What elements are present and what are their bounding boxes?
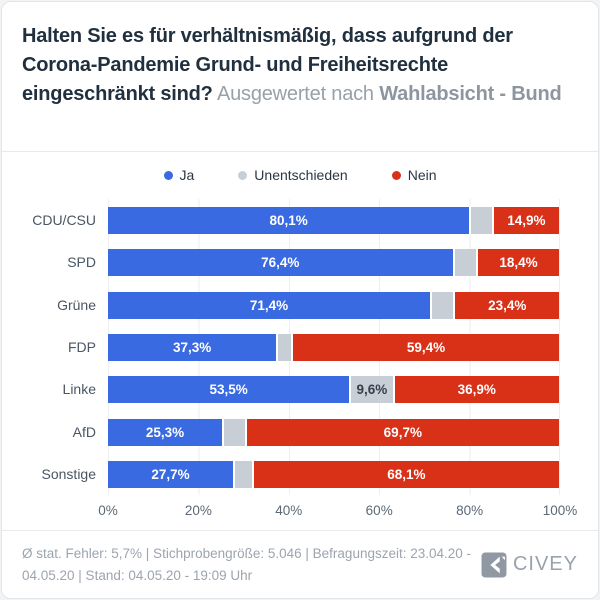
bar-row-afd: 25,3% 69,7% [108,418,559,446]
bar-segment-unentschieden [276,333,292,361]
category-label: FDP [68,338,96,355]
bar-segment-unentschieden: 9,6% [349,376,393,404]
bar-segment-ja: 71,4% [108,291,430,319]
question-title: Halten Sie es für verhältnismäßig, dass … [22,22,574,109]
header: Halten Sie es für verhältnismäßig, dass … [2,2,598,152]
bar-value-label: 69,7% [383,424,422,440]
bar-segment-unentschieden [222,418,245,446]
x-axis-tick: 100% [542,503,578,518]
category-label: Grüne [57,296,96,313]
bar-segment-ja: 27,7% [108,460,233,488]
bar-segment-unentschieden [452,249,476,277]
bar-value-label: 23,4% [488,297,527,313]
plot-area: 80,1% 14,9% 76,4% 18,4% 71,4% 23,4% 37,3% 59,4%… [108,199,560,495]
x-axis-tick: 0% [98,503,118,518]
subtitle-prefix: Ausgewertet nach [212,83,380,105]
bar-value-label: 80,1% [269,213,308,228]
bar-row-cdu-csu: 80,1% 14,9% [108,207,559,234]
category-label: CDU/CSU [32,212,96,228]
bar-row-linke: 53,5% 9,6% 36,9% [108,376,559,404]
legend-label: Ja [179,167,195,183]
x-axis-tick: 60% [365,503,393,518]
legend-label: Nein [407,167,437,183]
chart-region: Ja Unentschieden Nein 80,1% 14,9% 76,4% 18,4%… [2,153,598,530]
legend-item-nein[interactable]: Nein [391,167,437,183]
legend-item-unentschieden[interactable]: Unentschieden [238,167,348,183]
bar-row-gr-ne: 71,4% 23,4% [108,291,559,319]
bar-segment-nein: 23,4% [453,291,559,319]
survey-stats: Ø stat. Fehler: 5,7% | Stichprobengröße:… [22,545,472,583]
subtitle-breakdown: Wahlabsicht - Bund [379,83,562,105]
bar-value-label: 53,5% [209,382,248,398]
bar-segment-ja: 80,1% [108,207,470,234]
bar-segment-nein: 68,1% [251,460,559,488]
x-axis-tick: 20% [184,503,212,518]
bar-value-label: 37,3% [172,339,212,355]
bar-segment-unentschieden [232,460,252,488]
bar-segment-unentschieden [430,291,454,319]
bar-value-label: 68,1% [387,466,426,482]
bar-segment-nein: 59,4% [291,333,559,361]
category-label: SPD [67,254,96,271]
bar-value-label: 14,9% [507,213,546,228]
category-label: Linke [62,381,96,398]
bar-value-label: 18,4% [499,255,538,271]
legend-label: Unentschieden [254,167,348,183]
bar-segment-ja: 37,3% [108,333,277,361]
bar-segment-nein: 18,4% [476,249,559,277]
bar-row-spd: 76,4% 18,4% [108,249,559,277]
bar-row-sonstige: 27,7% 68,1% [108,460,559,488]
bar-value-label: 25,3% [145,424,185,440]
bar-segment-ja: 76,4% [108,249,453,277]
civey-logo-text: CIVEY [512,553,578,575]
bar-value-label: 36,9% [457,382,496,398]
bar-segment-nein: 14,9% [491,207,559,234]
legend-dot-icon [391,170,401,180]
chart-legend: Ja Unentschieden Nein [2,167,598,183]
legend-item-ja[interactable]: Ja [163,167,195,183]
question-text: Halten Sie es für verhältnismäßig, dass … [22,25,513,105]
bar-segment-nein: 69,7% [244,418,559,446]
bar-segment-nein: 36,9% [392,376,559,404]
civey-logo-icon [481,552,507,577]
bar-row-fdp: 37,3% 59,4% [108,333,559,361]
bar-segment-ja: 25,3% [108,418,223,446]
x-axis-tick: 40% [275,503,303,518]
legend-dot-icon [163,170,173,180]
bar-value-label: 76,4% [261,255,300,271]
legend-dot-icon [238,170,248,180]
bar-value-label: 9,6% [356,382,388,398]
civey-logo[interactable]: CIVEY [481,552,578,578]
bar-value-label: 27,7% [151,466,190,482]
footer: Ø stat. Fehler: 5,7% | Stichprobengröße:… [2,530,598,598]
bar-segment-ja: 53,5% [108,376,350,404]
x-axis: 0% 20% 40% 60% 80% 100% [98,503,577,523]
category-label: Sonstige [41,465,96,482]
category-label: AfD [72,423,96,440]
bar-value-label: 71,4% [249,297,289,313]
bar-value-label: 59,4% [406,339,446,355]
bar-segment-unentschieden [469,207,492,234]
x-axis-tick: 80% [456,503,484,518]
